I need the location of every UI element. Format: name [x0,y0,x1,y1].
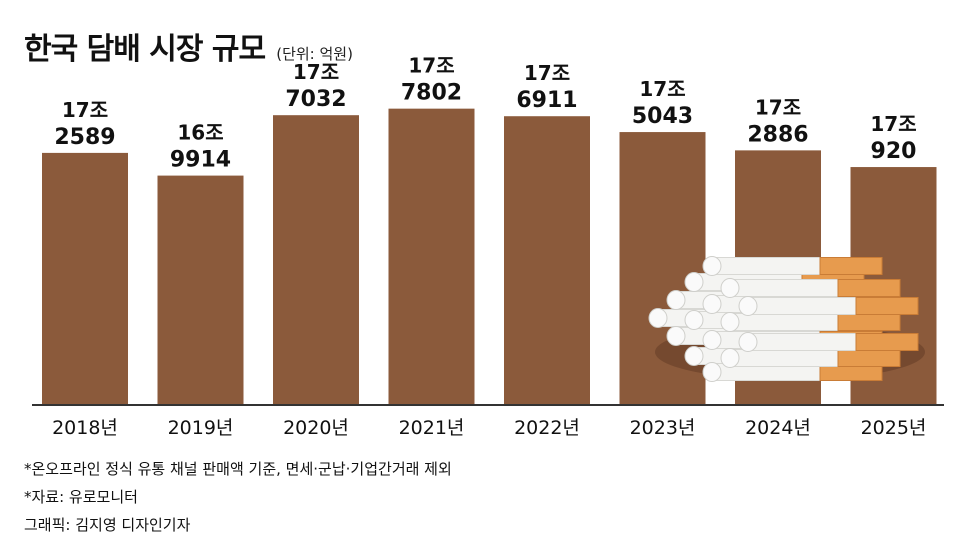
data-label-top: 17조 [408,54,454,78]
bar-2018년 [42,152,128,404]
cigarette-shape [738,332,758,352]
cigarette-shape [720,312,740,332]
cigarette-shape [855,297,919,315]
x-tick-label: 2019년 [168,417,234,439]
cigarette-shape [837,349,901,367]
cigarette-shape [747,297,857,315]
cigarette-shape [684,310,704,330]
data-label-top: 17조 [293,60,339,84]
chart-title: 한국 담배 시장 규모 [24,32,266,67]
cigarette-shape [702,256,722,276]
bar-2020년 [273,115,359,404]
data-label-top: 17조 [62,98,108,122]
cigarette-shape [702,294,722,314]
x-tick-label: 2024년 [745,417,811,439]
cigarette-shape [729,279,839,297]
data-label-bottom: 920 [871,139,917,164]
cigarette-shape [702,362,722,382]
cigarette-shape [711,257,821,275]
cigarette-shape [648,308,668,328]
cigarette-shape [720,278,740,298]
x-tick-label: 2023년 [630,417,696,439]
x-tick-label: 2025년 [861,417,927,439]
cigarette-shape [684,346,704,366]
cigarette-shape [837,279,901,297]
data-label-bottom: 2589 [54,125,115,150]
chart-unit: (단위: 억원) [276,45,353,63]
cigarette-shape [666,290,686,310]
cigarette-shape [684,272,704,292]
data-label-top: 17조 [870,112,916,136]
source-note: *자료: 유로모니터 [24,488,138,506]
x-tick-label: 2021년 [399,417,465,439]
data-label-bottom: 9914 [170,148,231,173]
cigarette-shape [729,349,839,367]
data-label-bottom: 7032 [285,87,346,112]
credit-note: 그래픽: 김지영 디자인기자 [24,516,191,534]
x-tick-label: 2020년 [283,417,349,439]
data-labels-group: 17조 2589 16조 9914 17조 7032 17조 7802 17조 6911 17조 50… [54,54,916,173]
bar-2022년 [504,116,590,405]
data-label-top: 17조 [639,77,685,101]
cigarette-shape [747,333,857,351]
data-label-top: 16조 [177,121,223,145]
bar-2019년 [157,175,244,404]
data-label-bottom: 7802 [401,81,462,106]
cigarette-shape [720,348,740,368]
data-label-bottom: 2886 [747,122,808,147]
x-tick-label: 2022년 [514,417,580,439]
cigarette-shape [819,257,883,275]
cigarette-shape [702,330,722,350]
x-tick-labels-group: 2018년 2019년 2020년 2021년 2022년 2023년 2024년 2025년 [52,417,926,439]
footnote: *온오프라인 정식 유통 채널 판매액 기준, 면세·군납·기업간거래 제외 [24,460,452,478]
cigarette-shape [855,333,919,351]
cigarette-shape [837,313,901,331]
cigarette-shape [738,296,758,316]
chart-title-block: 한국 담배 시장 규모 (단위: 억원) [24,24,353,68]
cigarettes-illustration [648,256,925,382]
cigarette-shape [666,326,686,346]
x-tick-label: 2018년 [52,417,118,439]
bar-2021년 [388,108,475,405]
data-label-top: 17조 [755,95,801,119]
data-label-bottom: 5043 [632,104,693,129]
data-label-top: 17조 [524,61,570,85]
data-label-bottom: 6911 [516,88,577,113]
cigarette-shape [729,313,839,331]
